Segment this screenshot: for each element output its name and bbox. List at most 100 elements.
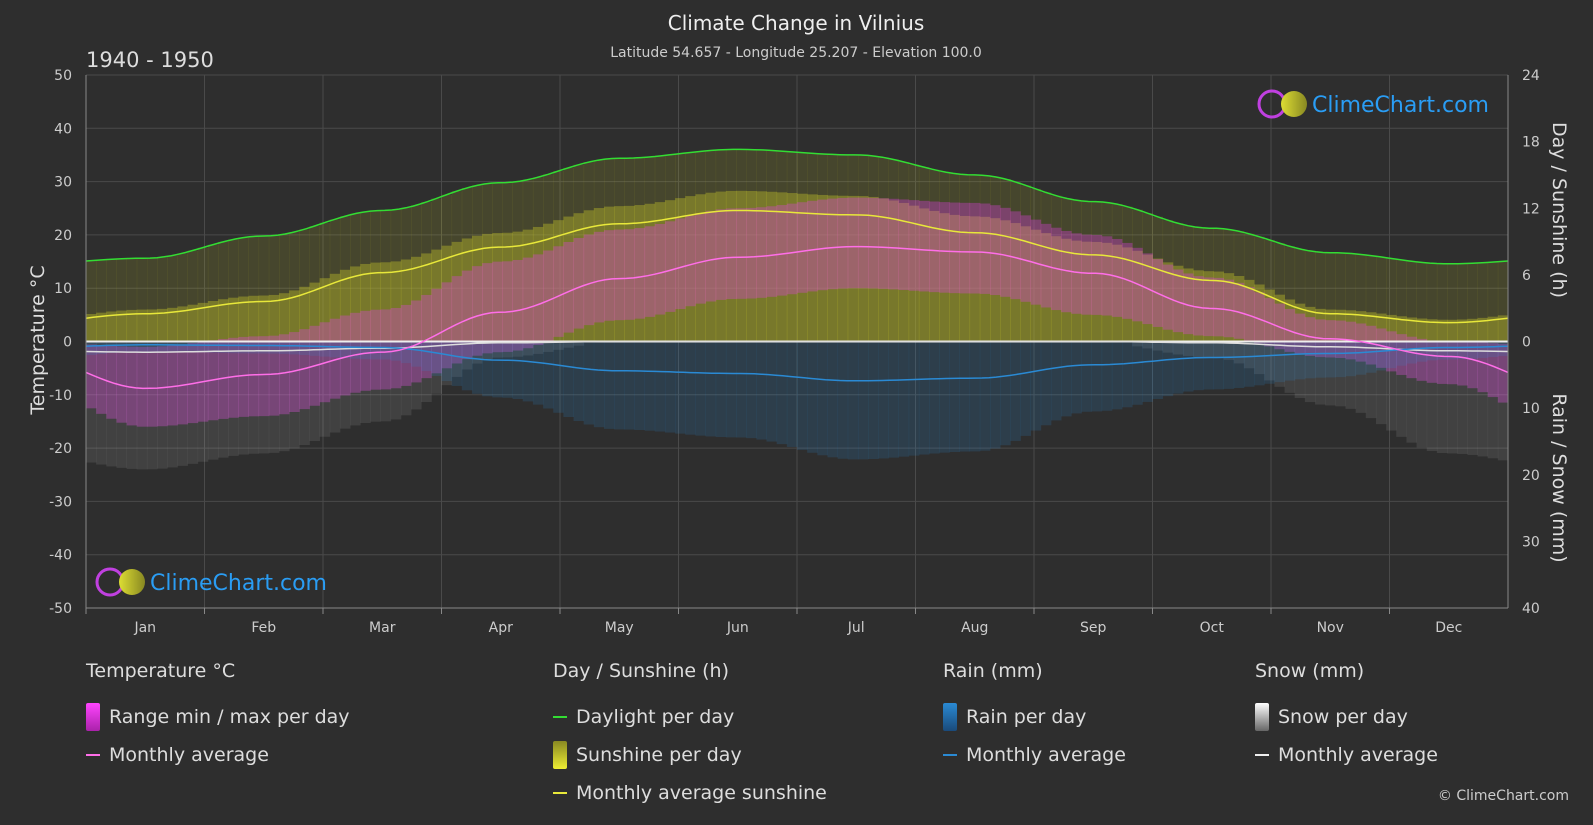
daylight-band [1254,236,1265,342]
rain-bar [807,341,818,453]
daylight-band [1294,248,1306,342]
temperature-range-bar [400,304,412,386]
daylight-band [1355,254,1367,342]
snow-bar [543,341,554,352]
legend-label: Daylight per day [576,706,735,728]
sunshine-bar [746,190,757,342]
sunshine-bar [756,191,767,342]
snow-bar [167,341,178,468]
sunshine-bar [1162,262,1174,342]
daylight-band [400,207,412,342]
daylight-band [1284,246,1296,342]
temperature-range-bar [1182,273,1194,335]
sunshine-bar [1101,242,1113,342]
temperature-range-bar [1101,236,1113,316]
daylight-band [614,158,625,342]
snow-bar [289,341,300,449]
daylight-band [1233,231,1245,342]
snow-bar [1436,341,1448,454]
legend-label: Monthly average sunshine [576,782,827,804]
daylight-band [390,209,402,342]
daylight-band [1447,263,1458,342]
snow-bar [329,341,341,433]
temperature-range-bar [1264,297,1275,347]
temperature-range-bar [959,202,971,294]
temperature-range-bar [664,221,676,312]
sunshine-bar [1050,236,1062,342]
snow-bar [451,341,463,377]
rain-bar [604,341,615,429]
daylight-band [167,255,178,342]
sunshine-bar [817,194,828,342]
legend-item: Sunshine per day [553,736,827,774]
legend-label: Monthly average [966,744,1126,766]
rain-bar [187,341,199,353]
rain-bar [441,341,453,382]
brand-text-top: ClimeChart.com [1312,93,1489,118]
daylight-band [1487,262,1499,342]
rain-bar [1010,341,1021,441]
daylight-band [1091,201,1103,342]
snow-bar [1467,341,1478,455]
snow-bar [1182,341,1194,356]
temperature-range-bar [736,208,747,299]
sunshine-bar [96,312,107,342]
rain-avg-swatch [943,754,957,756]
sunshine-bar [146,309,158,342]
month-tick-label: Apr [489,620,513,636]
sunshine-bar [1386,314,1397,342]
rain-bar [502,341,513,398]
snow-bar [299,341,310,446]
daylight-band [1365,255,1377,342]
rain-bar [1132,341,1143,405]
temperature-range-bar [644,226,656,317]
daylight-band [1315,252,1326,342]
snow-swatch [1255,703,1269,731]
snow-bar [563,341,574,348]
temperature-range-bar [1111,238,1123,317]
sunshine-bar [847,195,859,342]
left-tick-label: -50 [49,601,72,617]
sunshine-bar [400,259,412,342]
right-top-axis-label: Day / Sunshine (h) [1548,122,1570,298]
daylight-band [207,244,219,342]
snow-bar [1426,341,1438,452]
sunshine-bar [949,214,960,342]
right-top-tick-label: 12 [1522,201,1540,217]
rain-bar [126,341,138,352]
daylight-band [1436,263,1448,342]
sunshine-bar [1030,229,1042,342]
rain-bar [1101,341,1113,411]
daylight-band [1122,206,1133,342]
sunshine-bar [380,262,392,342]
sunshine-bar [167,307,178,342]
sunshine-bar [1315,308,1326,342]
snow-bar [96,341,107,465]
rain-bar [979,341,991,451]
daylight-band [451,191,463,342]
temperature-range-bar [543,250,554,342]
temperature-range-bar [1061,230,1072,313]
daylight-band [1375,256,1387,342]
daylight-band [807,153,818,342]
daylight-band [756,149,767,342]
left-tick-label: 0 [63,335,72,351]
snow-bar [1457,341,1468,454]
sunshine-bar [553,220,564,342]
temp-avg-swatch [86,754,100,756]
temperature-range-bar [532,254,544,345]
rain-bar [136,341,148,352]
snow-bar [1375,341,1387,425]
daylight-band [1152,216,1164,342]
temperature-range-bar [512,259,524,351]
temperature-range-bar [248,336,260,417]
daylight-band [1325,252,1336,342]
legend-item: Rain per day [943,698,1126,736]
temperature-range-bar [929,201,940,293]
sunshine-bar [187,304,199,342]
snow-bar [1223,341,1235,360]
snow-bar [278,341,290,452]
snow-bar [1406,341,1417,443]
sunshine-bar [278,293,290,342]
temperature-range-bar [1091,234,1103,315]
